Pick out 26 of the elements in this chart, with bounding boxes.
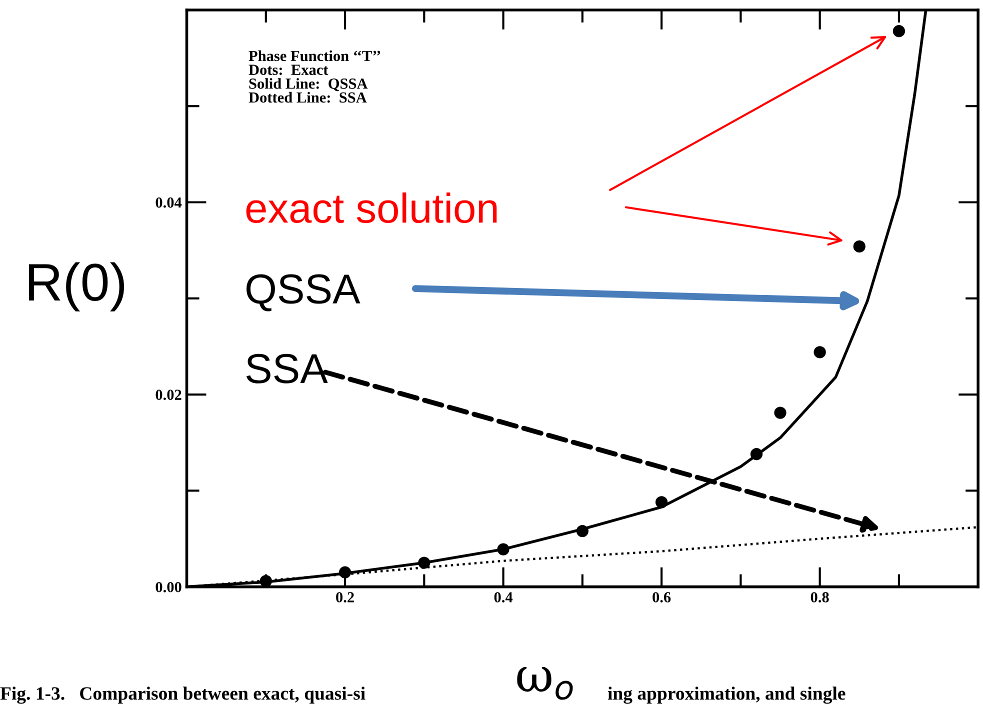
point: [418, 556, 430, 569]
point: [338, 566, 352, 578]
annotation: QSSA: [246, 274, 360, 312]
x-tick-label: 0.2: [336, 592, 354, 602]
y-axis-title: R(0): [29, 262, 124, 312]
annotation: Phase Function ‘‘T’’ Dots: Exact Solid Line: QSSA Dotted Line: SSA: [248, 50, 380, 103]
point: [814, 346, 826, 358]
point: [853, 240, 866, 253]
annotation: exact solution: [246, 192, 497, 224]
x-axis-title: ω$_{o}$: [517, 667, 573, 700]
text: ing approximation, and single: [608, 686, 846, 704]
x-tick-label: 0.4: [494, 592, 513, 602]
annotation: SSA: [246, 354, 328, 384]
x-tick-label: 0.8: [810, 592, 829, 602]
point: [576, 524, 588, 538]
y-tick-label: 0.04: [156, 197, 182, 208]
caption: Fig. 1-3. Comparison between exact, quasi-si: [0, 686, 366, 704]
point: [774, 406, 786, 419]
point: [655, 496, 668, 508]
point: [892, 25, 906, 38]
y-tick-label: 0.02: [156, 390, 182, 400]
x-tick-label: 0.6: [652, 592, 671, 602]
point: [497, 543, 510, 556]
point: [750, 448, 763, 460]
point: [260, 574, 272, 587]
y-tick-label: 0.00: [156, 582, 182, 592]
